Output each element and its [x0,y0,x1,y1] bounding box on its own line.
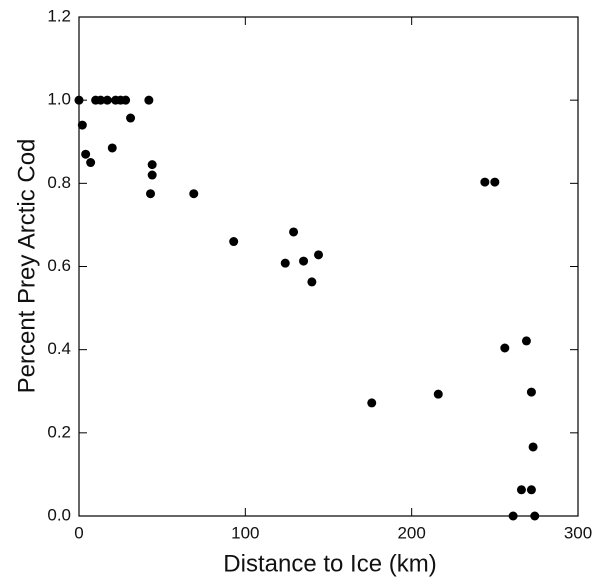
data-point [229,237,239,247]
y-tick-label: 0.0 [47,505,71,524]
data-point [81,149,91,159]
data-point [530,511,540,521]
data-point [433,389,443,399]
data-point [144,95,154,105]
data-point [367,398,377,408]
data-point [526,387,536,397]
data-point [189,189,199,199]
data-point [516,485,526,495]
data-point [508,511,518,521]
data-point [121,95,131,105]
x-tick-label: 0 [74,523,83,542]
y-tick-label: 1.2 [47,6,71,25]
data-point [299,256,309,266]
plot-frame [78,16,579,517]
y-axis-title: Percent Prey Arctic Cod [13,139,40,394]
data-point [102,95,112,105]
x-tick-label: 100 [231,523,259,542]
data-point [307,277,317,287]
data-point [147,170,157,180]
data-point [480,177,490,187]
data-point [86,158,96,168]
data-point [490,177,500,187]
y-tick-label: 0.4 [47,339,71,358]
data-point [314,250,324,260]
data-point [521,336,531,346]
data-point [500,343,510,353]
data-point [147,160,157,170]
data-point [289,227,299,237]
data-point [77,120,87,130]
data-point [107,143,117,153]
data-point [126,113,136,123]
x-tick-label: 200 [397,523,425,542]
y-tick-label: 1.0 [47,90,71,109]
data-point [146,189,156,199]
y-tick-label: 0.6 [47,256,71,275]
x-tick-label: 300 [564,523,592,542]
data-point [526,485,536,495]
y-tick-label: 0.8 [47,173,71,192]
x-axis-title: Distance to Ice (km) [223,550,436,577]
data-point [96,95,106,105]
data-point [74,95,84,105]
data-point [528,442,538,452]
y-tick-label: 0.2 [47,422,71,441]
data-point [280,258,290,268]
